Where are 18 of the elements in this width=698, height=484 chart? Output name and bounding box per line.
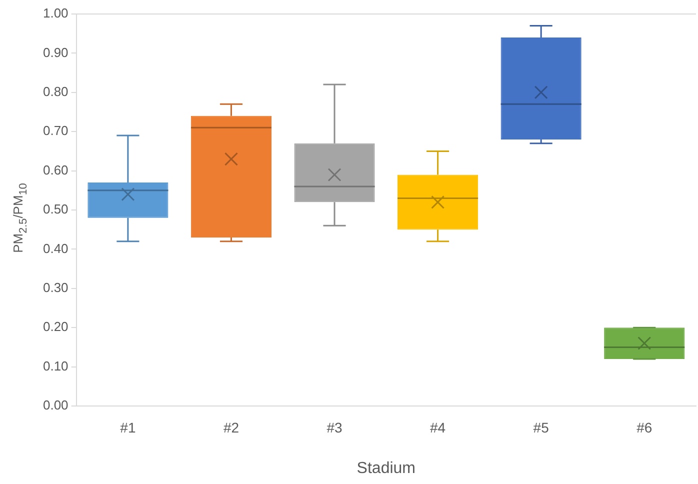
x-axis-title: Stadium [356, 460, 416, 477]
y-tick-label: 0.20 [42, 319, 68, 334]
x-tick-label: #1 [120, 419, 136, 436]
y-tick-label: 0.30 [42, 280, 68, 295]
x-tick-label: #3 [326, 419, 343, 436]
y-tick-label: 0.60 [42, 162, 68, 178]
x-tick-label: #4 [430, 419, 446, 436]
y-tick-label: 0.40 [42, 240, 68, 256]
y-tick-label: 1.00 [42, 6, 68, 21]
x-tick-label: #5 [533, 419, 550, 436]
y-tick-label: 0.00 [42, 398, 68, 413]
x-tick-label: #6 [636, 419, 652, 436]
y-tick-label: 0.50 [42, 202, 68, 217]
x-tick-label: #2 [223, 419, 240, 436]
y-tick-label: 0.80 [42, 84, 68, 99]
y-tick-label: 0.10 [42, 358, 68, 374]
y-tick-label: 0.70 [42, 123, 68, 138]
y-tick-label: 0.90 [42, 44, 68, 60]
